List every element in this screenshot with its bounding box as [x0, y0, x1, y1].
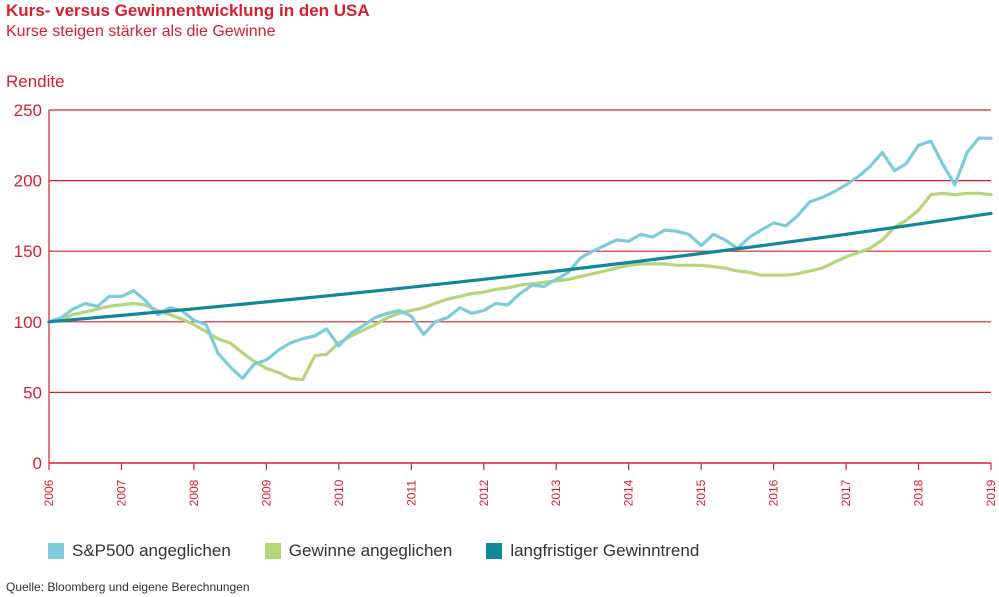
series-line-sp500 [47, 136, 993, 380]
legend-swatch-gewinne [264, 543, 281, 559]
legend-item-sp500: S&P500 angeglichen [48, 541, 231, 561]
axes: 0 50 100 150 200 250 2006 2007 2008 2009 2010 2011 2… [14, 101, 998, 506]
x-tick-label: 2009 [259, 479, 273, 506]
grid-lines [49, 109, 991, 464]
x-tick-label: 2019 [984, 479, 998, 506]
x-tick-label: 2008 [187, 479, 201, 506]
legend: S&P500 angeglichen Gewinne angeglichen l… [48, 541, 733, 561]
legend-label-gewinne: Gewinne angeglichen [288, 541, 453, 560]
y-tick-label: 200 [14, 172, 42, 191]
legend-label-trend: langfristiger Gewinntrend [510, 541, 700, 560]
series-lines [47, 136, 993, 382]
y-axis-label: Rendite [6, 72, 65, 91]
x-tick-label: 2012 [477, 479, 491, 506]
x-tick-label: 2015 [694, 479, 708, 506]
x-tick-label: 2006 [42, 479, 56, 506]
source-note: Quelle: Bloomberg und eigene Berechnunge… [6, 580, 250, 594]
line-chart: 0 50 100 150 200 250 2006 2007 2008 2009 2010 2011 2… [14, 101, 998, 506]
y-tick-label: 100 [14, 313, 42, 332]
chart-title: Kurs- versus Gewinnentwicklung in den US… [6, 1, 370, 20]
series-line-gewinne [47, 191, 993, 382]
x-tick-label: 2017 [839, 479, 853, 506]
legend-label-sp500: S&P500 angeglichen [72, 541, 231, 560]
y-tick-label: 250 [14, 101, 42, 120]
y-tick-label: 50 [23, 383, 42, 402]
legend-swatch-trend [486, 543, 503, 559]
y-tick-label: 0 [33, 454, 42, 473]
x-tick-label: 2013 [549, 479, 563, 506]
x-tick-label: 2011 [404, 480, 418, 506]
x-tick-label: 2016 [767, 479, 781, 506]
x-tick-label: 2018 [912, 479, 926, 506]
x-tick-label: 2010 [332, 479, 346, 506]
legend-swatch-sp500 [48, 543, 64, 559]
legend-item-trend: langfristiger Gewinntrend [486, 541, 699, 561]
legend-item-gewinne: Gewinne angeglichen [264, 541, 453, 561]
x-tick-label: 2014 [622, 479, 636, 506]
chart-subtitle: Kurse steigen stärker als die Gewinne [6, 23, 276, 40]
y-tick-label: 150 [14, 242, 42, 261]
series-line-trend [47, 211, 993, 324]
x-tick-label: 2007 [114, 479, 128, 506]
